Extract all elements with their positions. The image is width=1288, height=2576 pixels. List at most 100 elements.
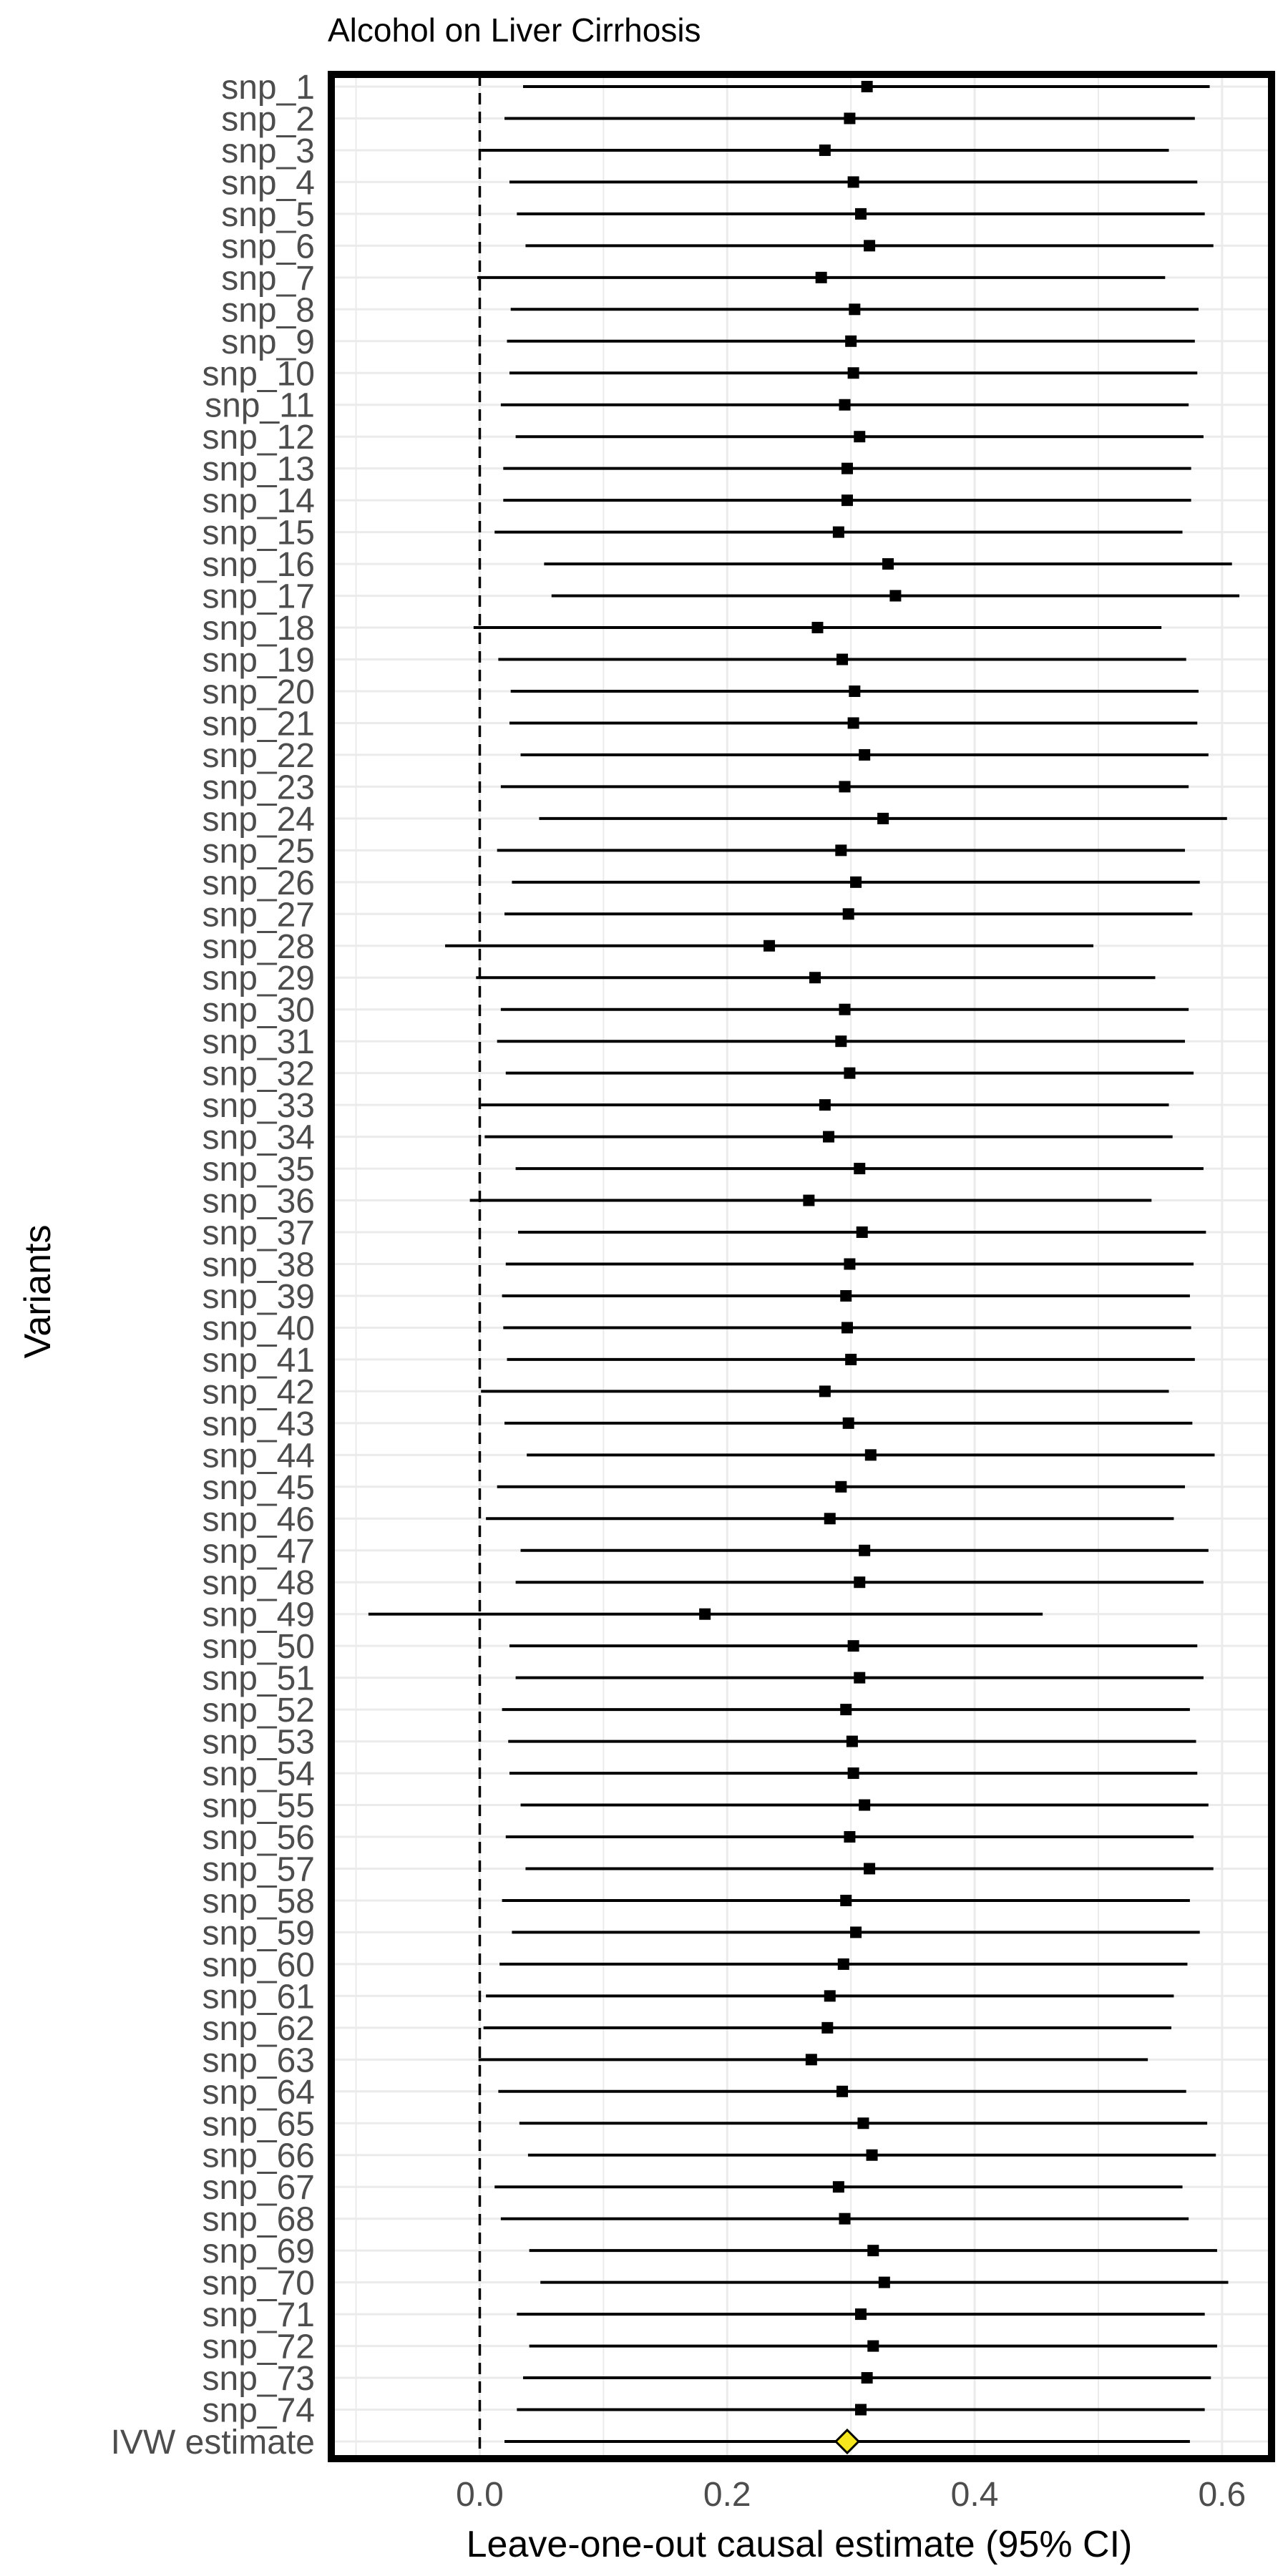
point-estimate: [864, 1449, 877, 1461]
point-estimate: [844, 112, 856, 125]
y-tick-label: snp_39: [203, 1278, 315, 1316]
point-estimate: [841, 1322, 853, 1334]
point-estimate: [854, 1163, 866, 1175]
y-tick-label: snp_33: [203, 1087, 315, 1125]
y-tick-label: snp_23: [203, 769, 315, 806]
point-estimate: [811, 622, 824, 634]
point-estimate: [854, 1672, 866, 1684]
point-estimate: [864, 1863, 876, 1875]
point-estimate: [819, 1099, 831, 1111]
point-estimate: [878, 2276, 890, 2288]
plot-frame: [328, 71, 1275, 2462]
y-tick-label: snp_73: [203, 2360, 315, 2398]
y-tick-label: snp_52: [203, 1692, 315, 1729]
point-estimate: [844, 1831, 856, 1843]
y-axis-label: Variants: [17, 1225, 59, 1359]
y-tick-label: snp_27: [203, 896, 315, 934]
point-estimate: [846, 1735, 858, 1747]
y-tick-label: snp_6: [221, 228, 315, 265]
y-tick-label: snp_44: [203, 1437, 315, 1475]
point-estimate: [809, 972, 821, 984]
y-tick-label: snp_38: [203, 1246, 315, 1284]
point-estimate: [877, 812, 889, 824]
point-estimate: [835, 1480, 847, 1493]
chart-marks: [368, 81, 1240, 2455]
y-tick-label: snp_47: [203, 1533, 315, 1571]
y-tick-label: snp_54: [203, 1755, 315, 1793]
y-tick-label: snp_50: [203, 1628, 315, 1666]
point-estimate: [850, 1926, 862, 1938]
y-tick-label: snp_17: [203, 578, 315, 616]
y-tick-label: snp_61: [203, 1978, 315, 2016]
point-estimate: [839, 2212, 851, 2225]
y-tick-label: snp_7: [221, 260, 315, 298]
y-tick-label: snp_31: [203, 1023, 315, 1061]
point-estimate: [805, 2054, 817, 2066]
point-estimate: [839, 781, 851, 793]
y-tick-label: snp_53: [203, 1724, 315, 1762]
y-tick-label: snp_34: [203, 1119, 315, 1157]
y-tick-label: snp_25: [203, 832, 315, 870]
point-estimate: [819, 144, 831, 156]
y-tick-labels: snp_1snp_2snp_3snp_4snp_5snp_6snp_7snp_8…: [111, 69, 315, 2462]
y-tick-label: snp_11: [205, 387, 315, 425]
y-tick-label: snp_40: [203, 1309, 315, 1347]
y-tick-label: snp_8: [221, 291, 315, 329]
point-estimate: [867, 2245, 879, 2257]
y-tick-label: snp_46: [203, 1501, 315, 1538]
y-tick-label: snp_26: [203, 864, 315, 902]
y-tick-label: snp_5: [221, 196, 315, 234]
y-tick-label: snp_64: [203, 2074, 315, 2112]
point-estimate: [859, 1544, 871, 1556]
y-tick-label: snp_74: [203, 2392, 315, 2430]
y-tick-label: snp_43: [203, 1405, 315, 1443]
y-tick-label: snp_15: [203, 514, 315, 552]
point-estimate: [854, 2404, 867, 2416]
y-tick-label: snp_58: [203, 1883, 315, 1921]
point-estimate: [861, 2372, 873, 2384]
point-estimate: [864, 240, 876, 252]
point-estimate: [861, 81, 873, 92]
point-estimate: [854, 431, 866, 443]
y-tick-label: snp_41: [203, 1342, 315, 1380]
y-tick-label: snp_48: [203, 1564, 315, 1602]
y-tick-label: snp_59: [203, 1914, 315, 1952]
point-estimate: [841, 462, 853, 474]
point-estimate: [839, 399, 851, 411]
y-tick-label: snp_24: [203, 801, 315, 839]
point-estimate: [763, 940, 776, 952]
point-estimate: [854, 1576, 866, 1589]
point-estimate: [854, 2308, 867, 2321]
point-estimate: [699, 1608, 711, 1620]
y-tick-label: snp_2: [221, 100, 315, 138]
point-estimate: [847, 176, 859, 188]
y-tick-label: snp_3: [221, 132, 315, 170]
y-tick-label: snp_60: [203, 1946, 315, 1984]
y-tick-label: snp_49: [203, 1596, 315, 1634]
point-estimate: [847, 1767, 859, 1780]
point-estimate: [815, 271, 827, 283]
gridlines: [331, 74, 1272, 2459]
y-tick-label: snp_62: [203, 2010, 315, 2048]
point-estimate: [857, 2117, 869, 2129]
point-estimate: [859, 1799, 871, 1811]
point-estimate: [850, 876, 862, 888]
y-tick-label: snp_70: [203, 2265, 315, 2303]
x-tick-labels: 0.0 0.2 0.4 0.6: [456, 2476, 1246, 2514]
x-tick-label: 0.4: [951, 2476, 999, 2514]
y-tick-label: snp_22: [203, 737, 315, 775]
point-estimate: [836, 653, 849, 665]
y-tick-label: snp_20: [203, 673, 315, 711]
y-tick-label: snp_12: [203, 419, 315, 457]
y-tick-label: snp_21: [203, 705, 315, 743]
y-tick-label: snp_65: [203, 2105, 315, 2143]
y-tick-label: snp_68: [203, 2201, 315, 2239]
point-estimate: [837, 1958, 849, 1970]
y-tick-label: snp_56: [203, 1819, 315, 1857]
point-estimate: [840, 1894, 852, 1906]
summary-diamond: [834, 2428, 861, 2455]
point-estimate: [854, 208, 867, 220]
point-estimate: [819, 1385, 831, 1397]
point-estimate: [845, 335, 857, 347]
